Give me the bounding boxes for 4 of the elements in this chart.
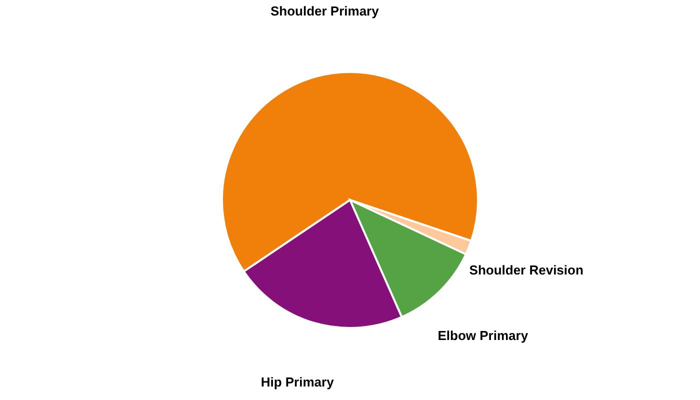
slice-label: Elbow Primary bbox=[438, 328, 529, 343]
slice-label: Hip Primary bbox=[260, 374, 335, 390]
slice-label: Shoulder Revision bbox=[469, 262, 584, 278]
slice-label: Shoulder Primary bbox=[270, 4, 380, 19]
